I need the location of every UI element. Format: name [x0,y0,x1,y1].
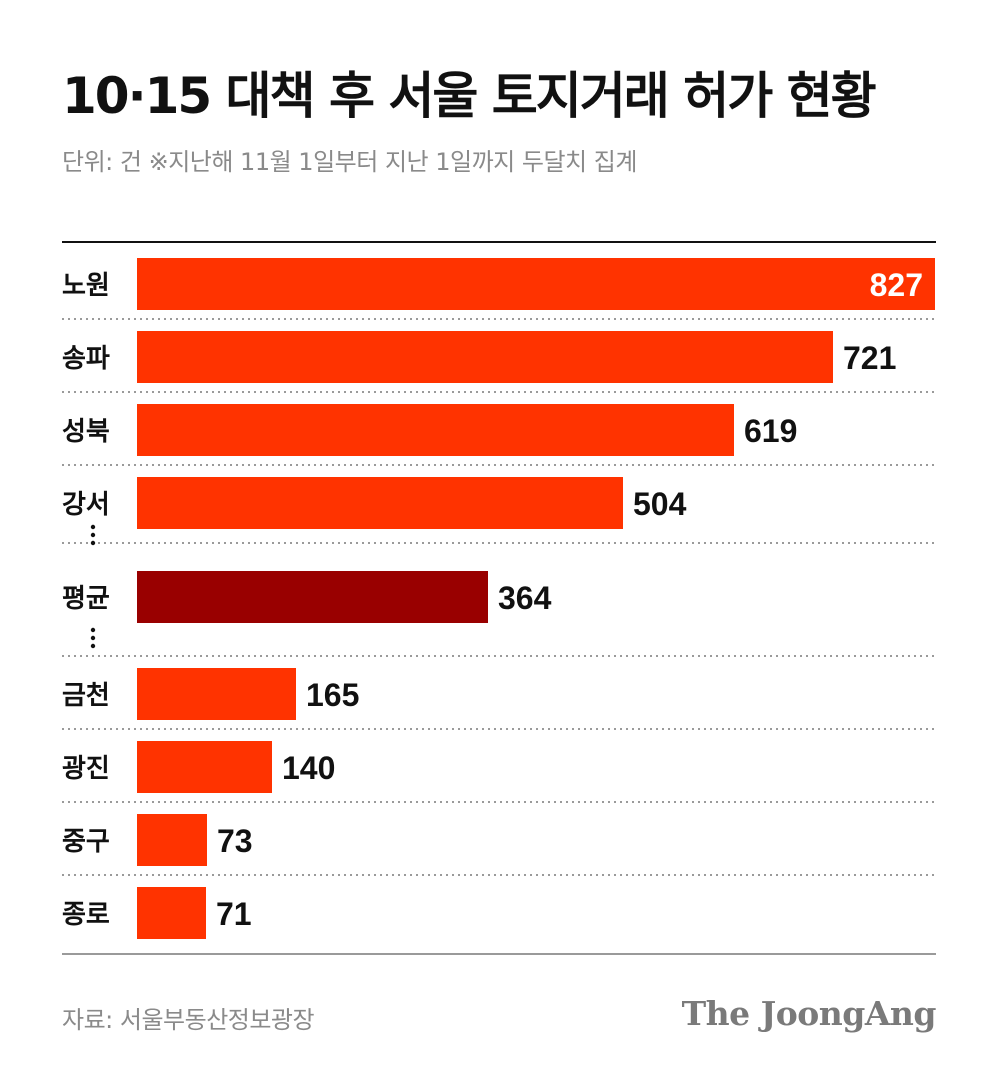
chart-subtitle: 단위: 건 ※지난해 11월 1일부터 지난 1일까지 두달치 집계 [62,148,637,176]
value-label: 71 [216,896,252,932]
category-label: 평균 [62,584,110,614]
value-label: 827 [870,267,923,303]
bar [137,887,206,939]
category-label: 중구 [62,827,110,857]
category-label: 송파 [62,344,110,374]
category-label: 강서 [62,490,110,520]
value-label: 504 [633,486,687,522]
average-bar [137,571,488,623]
category-label: 종로 [62,900,110,930]
bar [137,741,272,793]
ellipsis-marker [90,627,96,649]
bar [137,258,935,310]
bar [137,331,833,383]
value-label: 721 [843,340,896,376]
bar [137,477,623,529]
value-label: 165 [306,677,359,713]
category-label: 노원 [62,271,110,301]
category-label: 광진 [62,754,110,784]
category-label: 성북 [62,417,110,447]
value-label: 140 [282,750,335,786]
bar [137,814,207,866]
value-label: 73 [217,823,253,859]
source-note: 자료: 서울부동산정보광장 [62,1006,315,1034]
bar [137,404,734,456]
brand-logo: The JoongAng [681,994,937,1033]
chart-title: 10·15 대책 후 서울 토지거래 허가 현황 [62,67,877,125]
category-label: 금천 [62,681,110,711]
bar [137,668,296,720]
ellipsis-marker [90,524,96,546]
value-label: 619 [744,413,797,449]
value-label: 364 [498,580,552,616]
